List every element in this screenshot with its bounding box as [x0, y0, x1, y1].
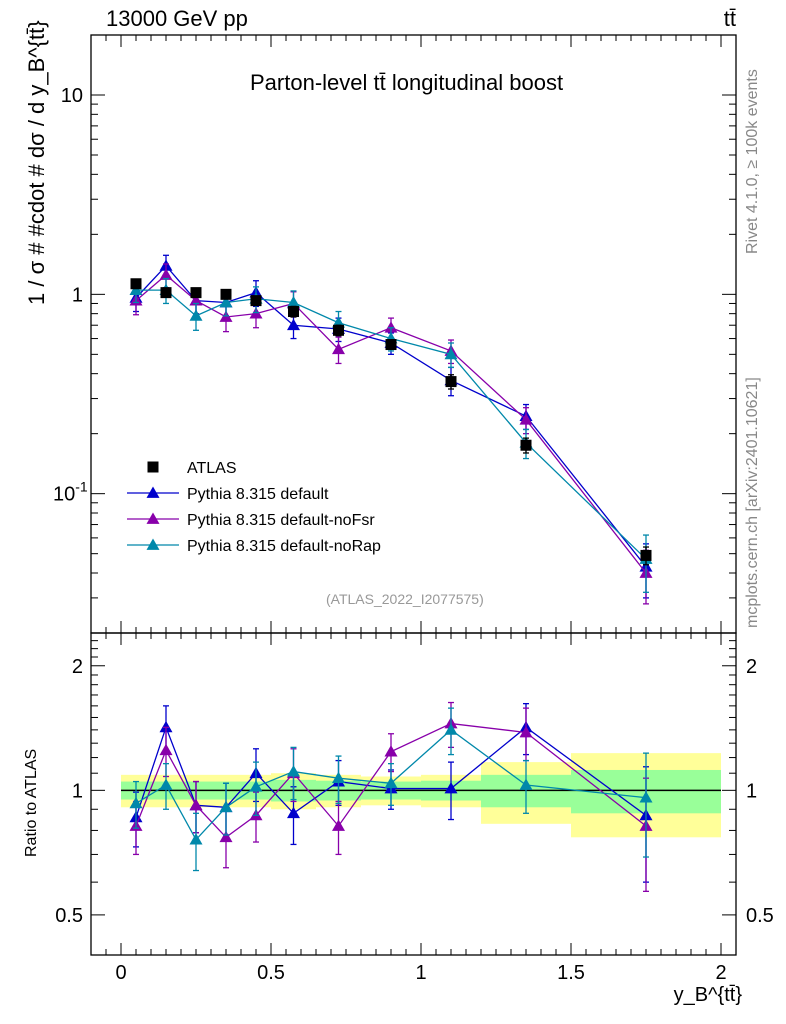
ratio-point-marker — [332, 819, 345, 831]
atlas-data-marker — [250, 295, 262, 307]
ratio-point-marker — [159, 743, 173, 756]
ratio-y-tick-label: 0.5 — [55, 905, 83, 927]
y-tick-label: 10-1 — [53, 479, 88, 506]
data-point-marker — [189, 294, 203, 306]
energy-label: 13000 GeV pp — [106, 6, 248, 31]
y-tick-label: 1 — [72, 284, 83, 306]
source-label: mcplots.cern.ch [arXiv:2401.10621] — [744, 377, 761, 628]
x-axis-label: y_B^{tt̄} — [673, 984, 742, 1006]
main-y-axis-label: 1 / σ # #cdot # dσ / d y_B^{tt̄} — [24, 20, 49, 305]
data-point-marker — [287, 296, 300, 308]
data-point-marker — [384, 321, 398, 333]
legend-marker-atlas — [147, 461, 159, 473]
ratio-point-marker — [249, 780, 263, 792]
x-tick-label: 1 — [415, 962, 426, 984]
atlas-data-marker — [220, 288, 232, 300]
legend-marker — [146, 512, 160, 524]
ratio-point-marker — [444, 782, 458, 794]
ratio-y-tick-label-right: 0.5 — [746, 905, 774, 927]
chart-title: Parton-level tt̄ longitudinal boost — [250, 70, 564, 95]
ratio-point-marker — [519, 778, 533, 790]
data-point-marker — [189, 309, 203, 321]
ratio-plot-frame — [90, 632, 737, 956]
ratio-point-marker — [287, 806, 300, 819]
data-point-marker — [519, 413, 533, 425]
x-tick-label: 0.5 — [257, 962, 285, 984]
legend-entry: Pythia 8.315 default-noFsr — [187, 512, 375, 529]
ratio-point-marker — [189, 798, 203, 811]
x-tick-label: 2 — [715, 962, 726, 984]
ratio-point-marker — [219, 830, 233, 843]
data-point-marker — [332, 316, 345, 328]
data-point-marker — [129, 283, 143, 295]
atlas-data-marker — [385, 339, 397, 351]
atlas-data-marker — [333, 324, 344, 336]
ratio-point-marker — [639, 791, 653, 803]
legend-marker — [146, 538, 160, 550]
atlas-data-marker — [288, 306, 299, 318]
legend-entry: ATLAS — [187, 460, 237, 477]
ratio-point-marker — [189, 833, 203, 845]
x-tick-label: 1.5 — [557, 962, 585, 984]
data-point-marker — [287, 318, 300, 331]
data-point-marker — [332, 342, 345, 355]
x-tick-label: 0 — [115, 962, 126, 984]
legend-entry: Pythia 8.315 default — [187, 486, 329, 503]
ratio-point-marker — [159, 720, 173, 733]
data-point-marker — [219, 296, 233, 308]
ratio-point-marker — [384, 745, 398, 757]
analysis-id: (ATLAS_2022_I2077575) — [326, 591, 484, 607]
process-label: tt̄ — [723, 6, 736, 31]
data-point-marker — [444, 347, 458, 360]
ratio-y-tick-label: 1 — [72, 780, 83, 802]
atlas-data-marker — [190, 287, 202, 299]
legend-entry: Pythia 8.315 default-noRap — [187, 538, 381, 555]
atlas-data-marker — [130, 278, 142, 290]
atlas-data-marker — [445, 376, 457, 388]
atlas-data-marker — [640, 549, 652, 561]
legend-marker — [146, 486, 160, 498]
atlas-data-marker — [520, 439, 532, 451]
ratio-y-tick-label-right: 1 — [746, 780, 757, 802]
data-point-marker — [159, 268, 173, 280]
ratio-point-marker — [519, 725, 533, 738]
ratio-point-marker — [332, 771, 345, 784]
ratio-y-axis-label: Ratio to ATLAS — [23, 748, 40, 857]
ratio-point-marker — [384, 776, 398, 789]
ratio-point-marker — [219, 800, 233, 813]
y-tick-label: 10 — [61, 85, 83, 107]
rivet-version-label: Rivet 4.1.0, ≥ 100k events — [744, 69, 761, 254]
ratio-point-marker — [129, 796, 143, 809]
atlas-data-marker — [160, 287, 172, 299]
ratio-y-tick-label-right: 2 — [746, 656, 757, 678]
ratio-point-marker — [287, 765, 300, 777]
ratio-y-tick-label: 2 — [72, 656, 83, 678]
ratio-point-marker — [159, 778, 173, 790]
ratio-point-marker — [444, 723, 458, 735]
